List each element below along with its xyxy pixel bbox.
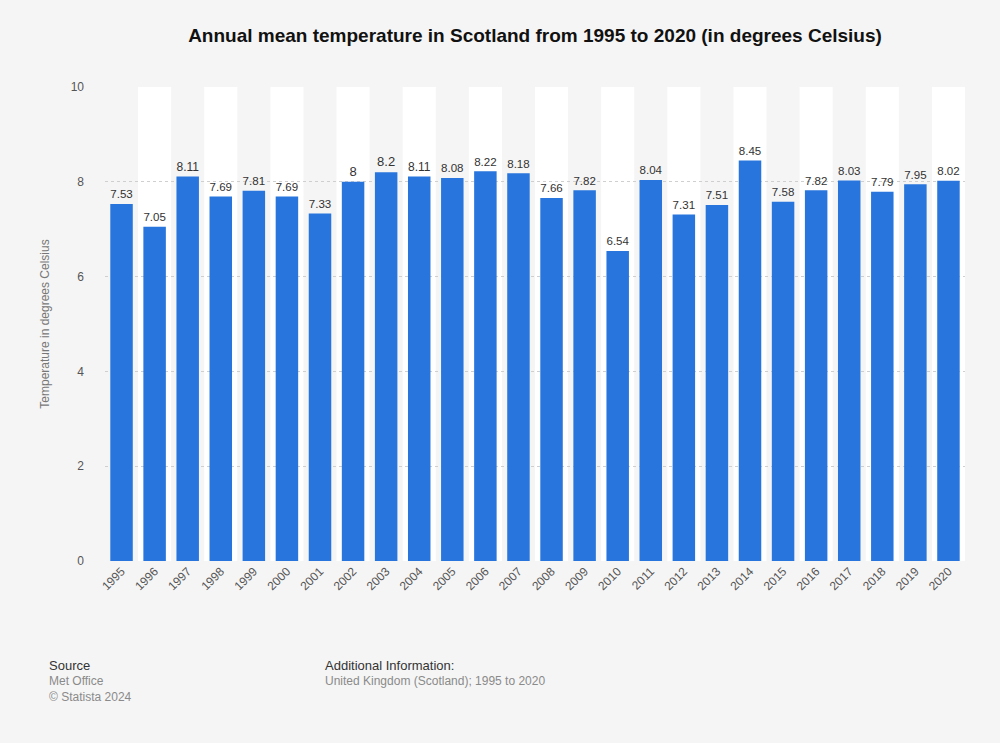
svg-text:7.95: 7.95 xyxy=(904,169,926,181)
svg-text:2009: 2009 xyxy=(562,564,591,593)
svg-text:2012: 2012 xyxy=(661,564,690,593)
svg-text:7.31: 7.31 xyxy=(673,199,695,211)
svg-text:7.51: 7.51 xyxy=(706,189,728,201)
svg-text:8.45: 8.45 xyxy=(739,145,761,157)
svg-text:2014: 2014 xyxy=(728,564,757,593)
svg-text:7.69: 7.69 xyxy=(210,181,232,193)
svg-text:2001: 2001 xyxy=(298,564,327,593)
svg-text:8.11: 8.11 xyxy=(408,160,431,174)
svg-text:2003: 2003 xyxy=(364,564,393,593)
svg-text:8: 8 xyxy=(349,164,356,179)
svg-text:Met Office: Met Office xyxy=(49,674,104,688)
svg-text:7.66: 7.66 xyxy=(540,182,562,194)
svg-text:8.04: 8.04 xyxy=(640,164,663,176)
svg-text:1997: 1997 xyxy=(165,564,194,593)
svg-text:2019: 2019 xyxy=(893,564,922,593)
svg-text:4: 4 xyxy=(77,365,84,379)
svg-text:2: 2 xyxy=(77,459,84,473)
svg-text:7.81: 7.81 xyxy=(243,175,265,187)
svg-text:10: 10 xyxy=(71,80,85,94)
svg-text:8.02: 8.02 xyxy=(937,165,959,177)
svg-text:Annual mean temperature in Sco: Annual mean temperature in Scotland from… xyxy=(188,25,882,46)
svg-text:2007: 2007 xyxy=(496,564,525,593)
svg-text:7.53: 7.53 xyxy=(110,188,132,200)
svg-text:7.58: 7.58 xyxy=(772,186,794,198)
svg-text:8.22: 8.22 xyxy=(474,156,496,168)
svg-text:7.82: 7.82 xyxy=(805,175,827,187)
svg-text:8.18: 8.18 xyxy=(507,158,529,170)
svg-text:7.79: 7.79 xyxy=(871,176,893,188)
svg-text:© Statista 2024: © Statista 2024 xyxy=(49,690,132,704)
svg-text:6.54: 6.54 xyxy=(606,235,629,247)
svg-text:7.05: 7.05 xyxy=(143,211,165,223)
svg-text:2011: 2011 xyxy=(629,564,657,592)
svg-text:8.03: 8.03 xyxy=(838,165,860,177)
svg-text:7.69: 7.69 xyxy=(276,181,298,193)
svg-text:2010: 2010 xyxy=(595,564,624,593)
svg-text:1995: 1995 xyxy=(99,564,128,593)
svg-text:8.08: 8.08 xyxy=(441,162,463,174)
svg-text:1996: 1996 xyxy=(132,564,161,593)
svg-text:2013: 2013 xyxy=(695,564,724,593)
svg-text:Additional Information:: Additional Information: xyxy=(325,658,454,673)
svg-text:1999: 1999 xyxy=(231,564,260,593)
svg-text:2004: 2004 xyxy=(397,564,426,593)
svg-text:7.33: 7.33 xyxy=(309,198,331,210)
svg-text:8.11: 8.11 xyxy=(176,160,199,174)
svg-text:2005: 2005 xyxy=(430,564,459,593)
svg-text:2016: 2016 xyxy=(794,564,823,593)
svg-text:2020: 2020 xyxy=(926,564,955,593)
svg-text:Source: Source xyxy=(49,658,90,673)
svg-text:2015: 2015 xyxy=(761,564,790,593)
svg-text:8: 8 xyxy=(77,175,84,189)
svg-text:2006: 2006 xyxy=(463,564,492,593)
svg-text:2008: 2008 xyxy=(529,564,558,593)
svg-text:7.82: 7.82 xyxy=(573,175,595,187)
svg-text:2000: 2000 xyxy=(265,564,294,593)
svg-text:8.2: 8.2 xyxy=(377,154,395,169)
svg-text:Temperature in degrees Celsius: Temperature in degrees Celsius xyxy=(38,239,52,408)
svg-text:2002: 2002 xyxy=(331,564,360,593)
svg-text:6: 6 xyxy=(77,270,84,284)
svg-text:United Kingdom (Scotland); 199: United Kingdom (Scotland); 1995 to 2020 xyxy=(325,674,545,688)
svg-text:2017: 2017 xyxy=(827,564,856,593)
svg-text:1998: 1998 xyxy=(198,564,227,593)
svg-text:0: 0 xyxy=(77,554,84,568)
svg-text:2018: 2018 xyxy=(860,564,889,593)
